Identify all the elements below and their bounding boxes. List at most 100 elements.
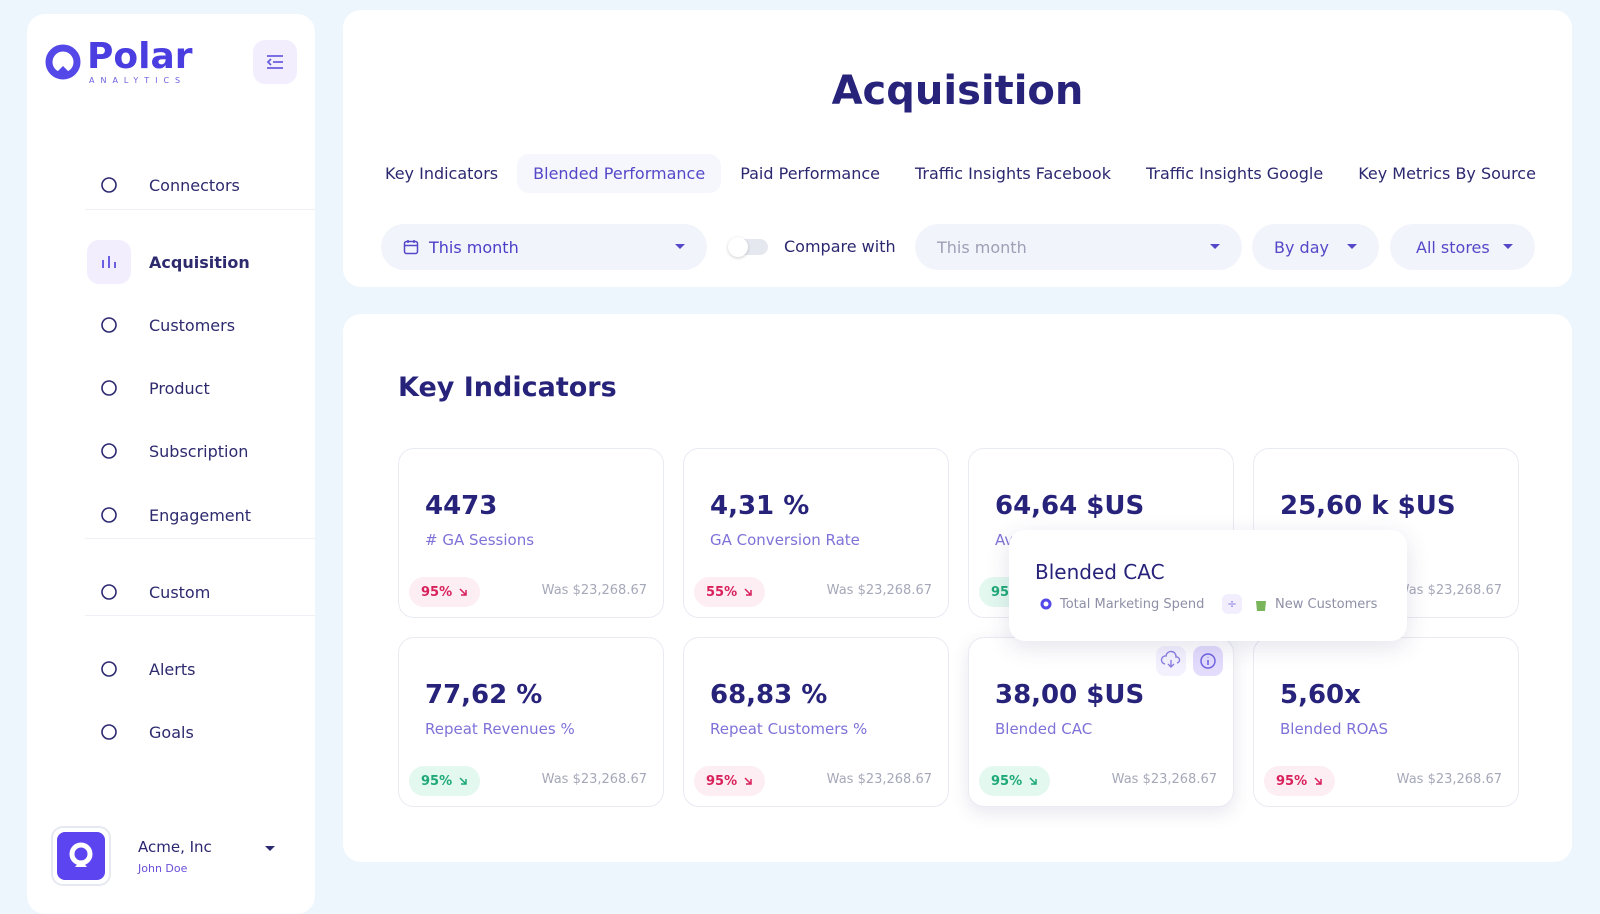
download-icon	[1160, 650, 1181, 668]
nav-divider	[85, 538, 315, 539]
kpi-was: Was $23,268.67	[1111, 772, 1217, 787]
nav-icon	[87, 366, 131, 410]
icon	[101, 317, 117, 333]
trend-arrow	[1314, 777, 1322, 785]
stores-text: All stores	[1416, 237, 1490, 257]
info-button[interactable]	[1193, 646, 1223, 676]
kpi-value: 4473	[425, 491, 498, 521]
toggle-knob	[728, 237, 748, 257]
kpi-card[interactable]: 5,60x Blended ROAS 95% Was $23,268.67	[1253, 637, 1519, 807]
nav-item[interactable]: Goals	[87, 709, 194, 755]
nav-label: Customers	[149, 315, 236, 335]
account-name[interactable]: Acme, Inc	[138, 838, 212, 856]
date-select-text: This month	[429, 237, 519, 257]
kpi-label: # GA Sessions	[425, 531, 535, 549]
kpi-badge: 95%	[409, 766, 481, 796]
nav-icon	[87, 429, 131, 473]
caret	[675, 244, 685, 249]
tooltip-denominator: New Customers	[1275, 597, 1378, 612]
kpi-value: 4,31 %	[710, 491, 810, 521]
compare-select[interactable]: This month	[915, 224, 1242, 270]
date-select[interactable]: This month	[381, 224, 707, 270]
icon	[101, 661, 117, 677]
nav-item[interactable]: Connectors	[87, 162, 240, 208]
icon	[102, 256, 116, 268]
kpi-change: 95%	[1276, 773, 1308, 789]
tooltip-operator: ÷	[1222, 594, 1242, 614]
avatar-logo	[69, 842, 93, 867]
kpi-label: GA Conversion Rate	[710, 531, 860, 549]
nav-divider	[85, 209, 315, 210]
kpi-card[interactable]: 4,31 % GA Conversion Rate 55% Was $23,268.6…	[683, 448, 949, 618]
nav-item[interactable]: Engagement	[87, 492, 251, 538]
account-caret[interactable]	[265, 846, 275, 851]
kpi-card[interactable]: 68,83 % Repeat Customers % 95% Was $23,268.…	[683, 637, 949, 807]
kpi-value: 38,00 $US	[995, 680, 1145, 710]
tooltip: Blended CAC Total Marketing Spend ÷ New …	[1009, 530, 1407, 641]
nav-item[interactable]: Customers	[87, 302, 235, 348]
section-title: Key Indicators	[398, 372, 617, 403]
kpi-change: 95%	[421, 584, 453, 600]
nav-label: Goals	[149, 722, 194, 742]
tab[interactable]: Key Indicators	[385, 164, 499, 183]
nav-label: Connectors	[149, 175, 240, 195]
kpi-change: 95%	[421, 773, 453, 789]
nav-item[interactable]: Acquisition	[87, 239, 250, 285]
kpi-card[interactable]: 77,62 % Repeat Revenues % 95% Was $23,268.6…	[398, 637, 664, 807]
compare-toggle[interactable]	[728, 237, 768, 257]
nav-icon	[87, 163, 131, 207]
nav-label: Engagement	[149, 505, 252, 525]
kpi-label: Repeat Customers %	[710, 720, 868, 738]
compare-label: Compare with	[784, 237, 896, 256]
kpi-was: Was $23,268.67	[1396, 583, 1502, 598]
tab[interactable]: Paid Performance	[740, 164, 880, 183]
nav-item[interactable]: Subscription	[87, 428, 248, 474]
sidebar: Polar ANALYTICS Connectors Acquisition Cus…	[27, 14, 315, 914]
kpi-badge: 55%	[694, 577, 766, 607]
nav-item[interactable]: Custom	[87, 569, 210, 615]
icon	[101, 507, 117, 523]
tab[interactable]: Traffic Insights Facebook	[915, 164, 1111, 183]
kpi-label: Blended CAC	[995, 720, 1093, 738]
collapse-icon	[266, 55, 283, 69]
nav-icon	[87, 240, 131, 284]
nav-divider	[85, 615, 315, 616]
shopify-icon	[1256, 601, 1266, 611]
info-icon	[1200, 653, 1216, 669]
nav-label: Custom	[149, 582, 211, 602]
tab[interactable]: Blended Performance	[517, 154, 722, 193]
kpi-card[interactable]: 38,00 $US Blended CAC 95% Was $23,268.67	[968, 637, 1234, 807]
granularity-text: By day	[1274, 237, 1329, 257]
kpi-badge: 95%	[1264, 766, 1336, 796]
logo-icon	[45, 44, 81, 80]
trend-arrow	[1029, 777, 1037, 785]
icon	[101, 177, 117, 193]
nav-label: Subscription	[149, 441, 249, 461]
kpi-change: 95%	[706, 773, 738, 789]
kpi-card[interactable]: 4473 # GA Sessions 95% Was $23,268.67	[398, 448, 664, 618]
granularity-select[interactable]: By day	[1252, 224, 1379, 270]
kpi-badge: 95%	[694, 766, 766, 796]
nav-item[interactable]: Alerts	[87, 646, 195, 692]
collapse-button[interactable]	[253, 40, 297, 84]
nav-item[interactable]: Product	[87, 365, 210, 411]
stores-select[interactable]: All stores	[1390, 224, 1535, 270]
kpi-was: Was $23,268.67	[826, 583, 932, 598]
tab[interactable]: Traffic Insights Google	[1145, 164, 1324, 183]
download-button[interactable]	[1156, 646, 1186, 676]
trend-arrow	[744, 777, 752, 785]
trend-arrow	[459, 777, 467, 785]
trend-arrow	[459, 588, 467, 596]
kpi-label: Blended ROAS	[1280, 720, 1388, 738]
kpi-value: 64,64 $US	[995, 491, 1145, 521]
icon	[101, 380, 117, 396]
nav-label: Acquisition	[149, 252, 250, 272]
kpi-badge: 95%	[409, 577, 481, 607]
tab[interactable]: Key Metrics By Source	[1358, 164, 1536, 183]
icon	[101, 443, 117, 459]
avatar-bg	[57, 832, 105, 880]
kpi-value: 5,60x	[1280, 680, 1361, 710]
nav-icon	[87, 303, 131, 347]
